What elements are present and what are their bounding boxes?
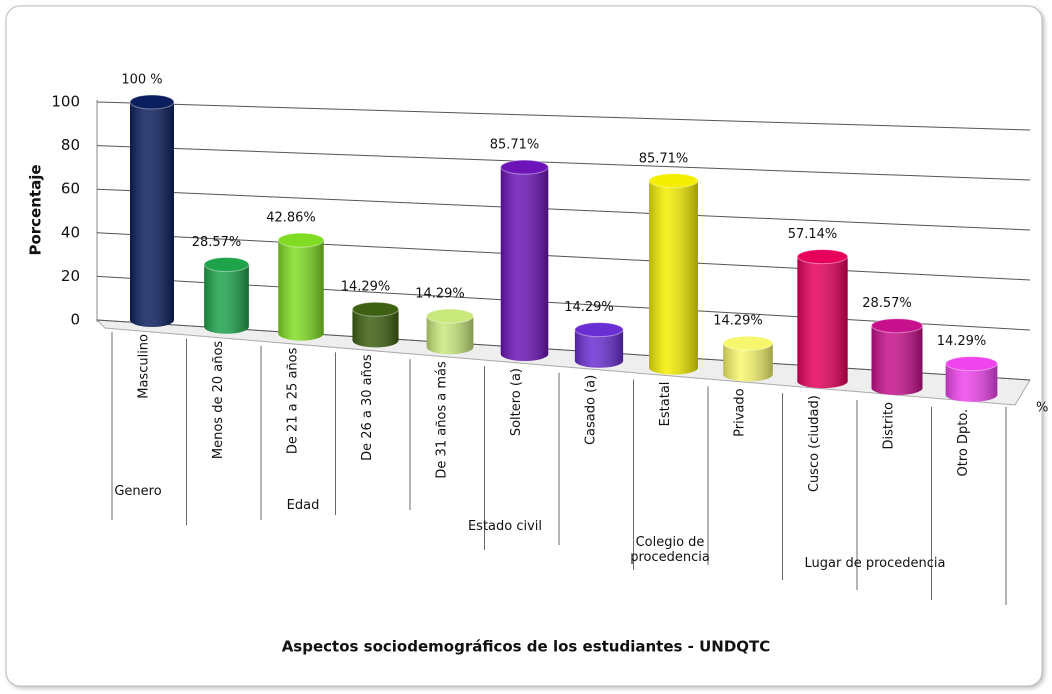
bar-shade xyxy=(723,343,773,382)
y-tick-label: 40 xyxy=(61,223,80,241)
x-tick-label: De 21 a 25 años xyxy=(286,347,301,454)
bar-top xyxy=(277,232,325,248)
y-tick-label: 80 xyxy=(61,136,80,154)
chart-title: Aspectos sociodemográficos de los estudi… xyxy=(282,638,771,656)
y-tick-label: 100 xyxy=(51,93,80,111)
x-tick-label: Masculino xyxy=(137,334,152,399)
value-label: 42.86% xyxy=(266,211,316,226)
bar-shade xyxy=(574,329,624,368)
y-tick-label: 60 xyxy=(61,180,80,198)
bar-shade xyxy=(352,309,399,348)
bar-top xyxy=(796,249,849,265)
x-tick-label: Otro Dpto. xyxy=(956,409,971,477)
bar-top xyxy=(574,322,624,338)
x-tick-label: De 26 a 30 años xyxy=(360,354,375,461)
group-label: Lugar de procedencia xyxy=(804,556,946,571)
value-label: 28.57% xyxy=(862,296,912,311)
value-label: 57.14% xyxy=(788,227,838,242)
grid-line xyxy=(96,101,1031,131)
x-tick-label: Casado (a) xyxy=(584,375,599,445)
grid-line xyxy=(96,188,1031,231)
bar-top xyxy=(871,318,923,334)
value-label: 28.57% xyxy=(192,235,242,250)
x-tick-label: Estatal xyxy=(658,382,673,427)
bar-top xyxy=(722,335,774,351)
bar-shade xyxy=(649,180,698,375)
group-label: Estado civil xyxy=(467,519,543,534)
value-label: 85.71% xyxy=(639,151,689,166)
x-tick-label: Soltero (a) xyxy=(509,368,524,436)
y-tick-label: 20 xyxy=(61,267,80,285)
grid-line xyxy=(96,232,1031,281)
bar-shade xyxy=(945,363,998,402)
x-tick-label: Distrito xyxy=(882,402,897,450)
value-label: 14.29% xyxy=(937,334,987,349)
value-label: 14.29% xyxy=(341,280,391,295)
value-label: 14.29% xyxy=(564,300,614,315)
bar-shade xyxy=(278,240,324,341)
x-tick-label: De 31 años a más xyxy=(435,361,450,479)
bar-shade xyxy=(204,264,249,334)
group-label: Colegio de procedencia xyxy=(630,535,710,565)
value-label: 100 % xyxy=(121,73,162,88)
y-axis-label: Porcentaje xyxy=(27,164,45,255)
bar-top xyxy=(500,159,549,175)
y-tick-label: 0 xyxy=(70,311,80,329)
bar-top xyxy=(129,94,175,110)
bar-top xyxy=(945,356,998,372)
bar-shade xyxy=(797,256,848,389)
grid-line xyxy=(96,275,1031,331)
bar-top xyxy=(648,173,699,189)
unit-label: % xyxy=(1036,401,1048,416)
bar-top xyxy=(351,301,400,317)
group-label: Edad xyxy=(286,498,320,513)
bar-shade xyxy=(426,316,474,355)
x-tick-label: Menos de 20 años xyxy=(211,341,226,460)
grid-line xyxy=(96,145,1031,181)
value-label: 85.71% xyxy=(490,138,540,153)
value-label: 14.29% xyxy=(713,314,763,329)
x-tick-label: Privado xyxy=(733,388,748,436)
group-label: Genero xyxy=(114,484,162,499)
value-label: 14.29% xyxy=(415,287,465,302)
bar-shade xyxy=(500,167,549,361)
bar-shade xyxy=(871,325,923,395)
bar-shade xyxy=(130,102,174,327)
x-tick-label: Cusco (ciudad) xyxy=(807,395,822,492)
bar-top xyxy=(203,257,250,273)
bar-top xyxy=(426,308,474,324)
